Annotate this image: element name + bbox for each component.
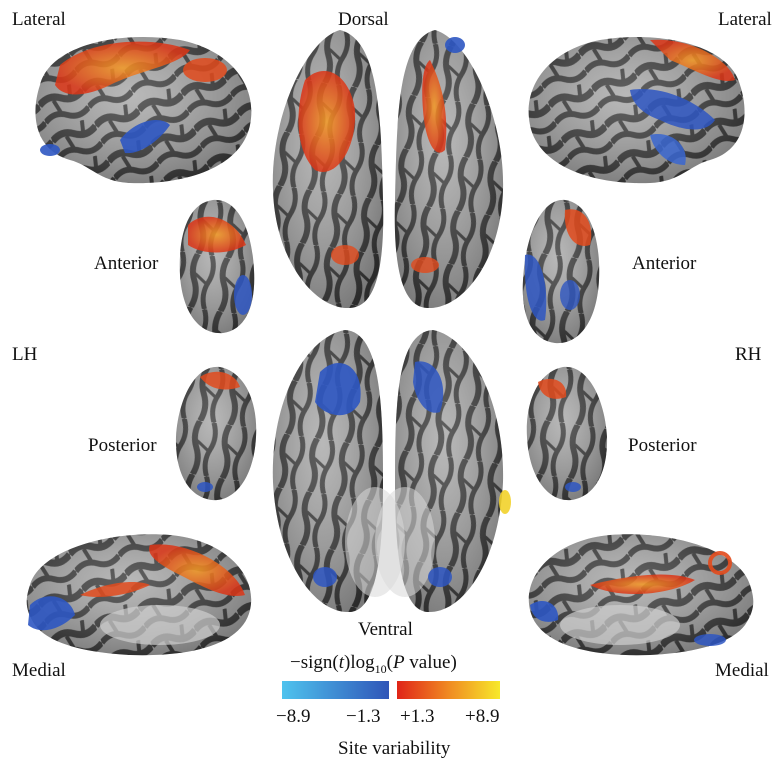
legend-tick-neg-max: −1.3 [346,706,381,727]
brain-anterior-left [168,195,263,340]
label-lateral-left: Lateral [12,9,66,30]
brain-medial-right [520,525,770,660]
brain-dorsal [265,20,515,320]
label-anterior-right: Anterior [632,253,697,274]
legend-positive-bar [397,681,500,699]
brain-lateral-left [10,25,260,190]
legend-title: −sign(t)log10(P value) [290,652,457,676]
label-posterior-left: Posterior [88,435,157,456]
brain-medial-left [10,525,260,660]
label-anterior-left: Anterior [94,253,159,274]
label-hemisphere-left: LH [12,344,38,365]
legend-caption: Site variability [338,738,451,759]
brain-posterior-right [518,362,613,504]
brain-ventral [265,322,515,622]
brain-posterior-left [170,362,265,504]
label-medial-left: Medial [12,660,66,681]
legend-tick-pos-max: +8.9 [465,706,500,727]
label-medial-right: Medial [715,660,769,681]
brain-lateral-right [520,25,770,190]
label-posterior-right: Posterior [628,435,697,456]
label-lateral-right: Lateral [718,9,772,30]
label-dorsal: Dorsal [338,9,389,30]
legend-negative-bar [282,681,389,699]
label-hemisphere-right: RH [735,344,762,365]
legend-tick-pos-min: +1.3 [400,706,435,727]
legend-tick-neg-min: −8.9 [276,706,311,727]
brain-anterior-right [515,195,610,355]
label-ventral: Ventral [358,619,413,640]
